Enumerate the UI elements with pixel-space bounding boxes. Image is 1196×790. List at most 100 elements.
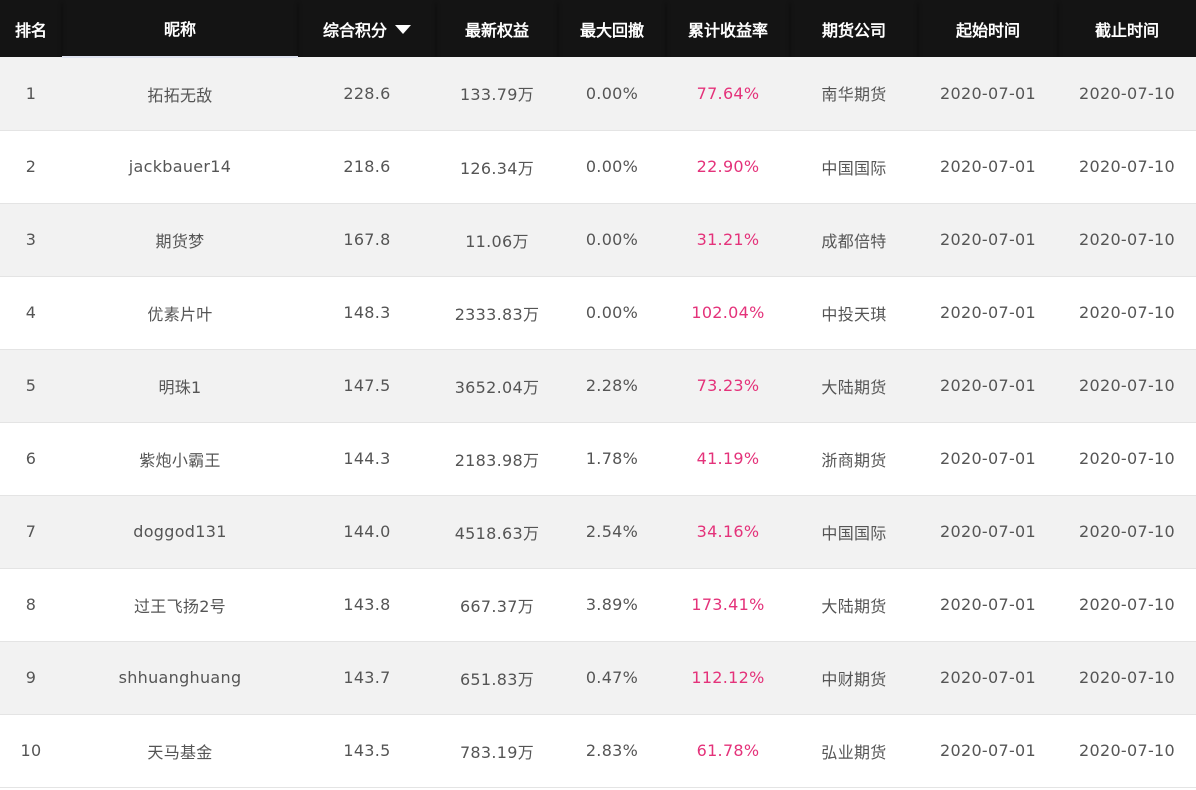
drawdown-cell: 3.89%	[585, 595, 639, 614]
start-time-cell: 2020-07-01	[940, 668, 1036, 687]
equity-cell: 667.37万	[459, 596, 535, 616]
company-cell: 弘业期货	[821, 742, 887, 762]
end-time-cell: 2020-07-10	[1079, 83, 1175, 103]
return-rate-cell: 41.19%	[696, 449, 760, 468]
header-company: 期货公司	[790, 0, 918, 57]
header-start-time: 起始时间	[918, 0, 1058, 57]
return-rate-cell: 34.16%	[696, 522, 760, 541]
start-time-cell: 2020-07-01	[940, 157, 1036, 176]
company-cell: 中财期货	[821, 669, 887, 689]
table-body: 1 拓拓无敌 228.6 133.79万 0.00% 77.64% 南华期货 2…	[0, 56, 1196, 787]
score-cell: 144.3	[343, 449, 391, 468]
table-row: 4 优素片叶 148.3 2333.83万 0.00% 102.04% 中投天琪…	[0, 276, 1196, 349]
header-score-sortable[interactable]: 综合积分	[298, 0, 436, 57]
start-time-cell: 2020-07-01	[940, 741, 1036, 760]
table-header: 排名 昵称 综合积分 最新权益 最大回撤 累计收益率 期货公司 起始时间 截止时…	[0, 0, 1196, 57]
drawdown-cell: 1.78%	[585, 449, 639, 468]
table-row: 2 jackbauer14 218.6 126.34万 0.00% 22.90%…	[0, 130, 1196, 203]
score-cell: 144.0	[343, 522, 391, 541]
table-row: 10 天马基金 143.5 783.19万 2.83% 61.78% 弘业期货 …	[0, 714, 1196, 787]
company-cell: 南华期货	[821, 85, 887, 105]
drawdown-cell: 0.00%	[585, 230, 639, 249]
header-row: 排名 昵称 综合积分 最新权益 最大回撤 累计收益率 期货公司 起始时间 截止时…	[0, 0, 1196, 57]
table-row: 1 拓拓无敌 228.6 133.79万 0.00% 77.64% 南华期货 2…	[0, 56, 1196, 130]
equity-cell: 3652.04万	[454, 377, 540, 397]
header-nickname: 昵称	[62, 0, 298, 57]
end-time-cell: 2020-07-10	[1079, 230, 1175, 249]
nickname-cell[interactable]: 明珠1	[158, 377, 202, 397]
return-rate-cell: 173.41%	[691, 595, 765, 614]
drawdown-cell: 0.47%	[585, 668, 639, 687]
equity-cell: 4518.63万	[454, 523, 540, 543]
nickname-cell[interactable]: doggod131	[133, 522, 227, 541]
equity-cell: 783.19万	[459, 742, 535, 762]
table-row: 7 doggod131 144.0 4518.63万 2.54% 34.16% …	[0, 495, 1196, 568]
table-row: 8 过王飞扬2号 143.8 667.37万 3.89% 173.41% 大陆期…	[0, 568, 1196, 641]
rank-cell: 2	[25, 157, 37, 176]
start-time-cell: 2020-07-01	[940, 303, 1036, 322]
end-time-cell: 2020-07-10	[1079, 157, 1175, 176]
equity-cell: 133.79万	[459, 85, 535, 105]
nickname-cell[interactable]: 过王飞扬2号	[134, 596, 226, 616]
nickname-cell[interactable]: shhuanghuang	[118, 668, 242, 687]
drawdown-cell: 0.00%	[585, 303, 639, 322]
score-cell: 143.7	[343, 668, 391, 687]
end-time-cell: 2020-07-10	[1079, 595, 1175, 614]
table-row: 6 紫炮小霸王 144.3 2183.98万 1.78% 41.19% 浙商期货…	[0, 422, 1196, 495]
drawdown-cell: 0.00%	[585, 157, 639, 176]
nickname-cell[interactable]: 天马基金	[147, 742, 213, 762]
rank-cell: 5	[25, 376, 37, 395]
nickname-cell[interactable]: 优素片叶	[147, 304, 213, 324]
table-row: 9 shhuanghuang 143.7 651.83万 0.47% 112.1…	[0, 641, 1196, 714]
drawdown-cell: 2.83%	[585, 741, 639, 760]
table-row: 5 明珠1 147.5 3652.04万 2.28% 73.23% 大陆期货 2…	[0, 349, 1196, 422]
score-cell: 147.5	[343, 376, 391, 395]
start-time-cell: 2020-07-01	[940, 376, 1036, 395]
drawdown-cell: 2.54%	[585, 522, 639, 541]
nickname-cell[interactable]: 紫炮小霸王	[139, 450, 221, 470]
rank-cell: 9	[25, 668, 37, 687]
rank-cell: 4	[25, 303, 37, 322]
caret-down-icon[interactable]	[395, 24, 411, 34]
end-time-cell: 2020-07-10	[1079, 741, 1175, 760]
score-cell: 167.8	[343, 230, 391, 249]
company-cell: 大陆期货	[821, 377, 887, 397]
company-cell: 中国国际	[821, 523, 887, 543]
company-cell: 浙商期货	[821, 450, 887, 470]
score-cell: 228.6	[343, 83, 391, 103]
end-time-cell: 2020-07-10	[1079, 522, 1175, 541]
score-cell: 218.6	[343, 157, 391, 176]
return-rate-cell: 112.12%	[691, 668, 765, 687]
table-row: 3 期货梦 167.8 11.06万 0.00% 31.21% 成都倍特 202…	[0, 203, 1196, 276]
score-cell: 148.3	[343, 303, 391, 322]
end-time-cell: 2020-07-10	[1079, 303, 1175, 322]
equity-cell: 2333.83万	[454, 304, 540, 324]
rank-cell: 7	[25, 522, 37, 541]
end-time-cell: 2020-07-10	[1079, 668, 1175, 687]
nickname-cell[interactable]: jackbauer14	[128, 157, 232, 176]
header-equity: 最新权益	[436, 0, 558, 57]
company-cell: 成都倍特	[821, 231, 887, 251]
drawdown-cell: 0.00%	[585, 83, 639, 103]
start-time-cell: 2020-07-01	[940, 83, 1036, 103]
start-time-cell: 2020-07-01	[940, 449, 1036, 468]
nickname-cell[interactable]: 期货梦	[155, 231, 205, 251]
end-time-cell: 2020-07-10	[1079, 376, 1175, 395]
rank-cell: 1	[25, 83, 37, 103]
nickname-cell[interactable]: 拓拓无敌	[62, 56, 298, 130]
rank-cell: 3	[25, 230, 37, 249]
return-rate-cell: 77.64%	[696, 83, 760, 103]
company-cell: 中国国际	[821, 158, 887, 178]
company-cell: 大陆期货	[821, 596, 887, 616]
equity-cell: 651.83万	[459, 669, 535, 689]
start-time-cell: 2020-07-01	[940, 522, 1036, 541]
return-rate-cell: 102.04%	[691, 303, 765, 322]
equity-cell: 126.34万	[459, 158, 535, 178]
header-rank: 排名	[0, 0, 62, 57]
return-rate-cell: 31.21%	[696, 230, 760, 249]
header-return-rate: 累计收益率	[666, 0, 790, 57]
header-drawdown: 最大回撤	[558, 0, 666, 57]
header-score-label: 综合积分	[322, 20, 387, 40]
score-cell: 143.5	[343, 741, 391, 760]
